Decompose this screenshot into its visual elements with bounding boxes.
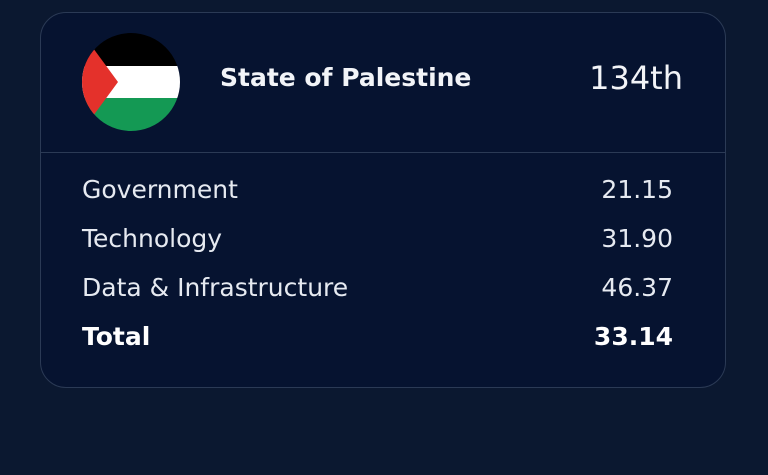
total-value: 33.14 [593,322,673,351]
score-value: 31.90 [601,224,673,253]
palestine-flag-icon [82,33,180,131]
score-value: 46.37 [601,273,673,302]
total-label: Total [82,322,151,351]
score-list: Government 21.15 Technology 31.90 Data &… [41,171,725,367]
score-row-data-infrastructure: Data & Infrastructure 46.37 [41,269,725,318]
score-row-total: Total 33.14 [41,318,725,367]
card-header: State of Palestine 134th [41,13,725,153]
country-score-card: State of Palestine 134th Government 21.1… [40,12,726,388]
country-name: State of Palestine [220,63,472,92]
score-value: 21.15 [601,175,673,204]
country-rank: 134th [589,59,683,97]
score-label: Data & Infrastructure [82,273,349,302]
score-row-government: Government 21.15 [41,171,725,220]
score-label: Government [82,175,238,204]
score-row-technology: Technology 31.90 [41,220,725,269]
score-label: Technology [82,224,223,253]
